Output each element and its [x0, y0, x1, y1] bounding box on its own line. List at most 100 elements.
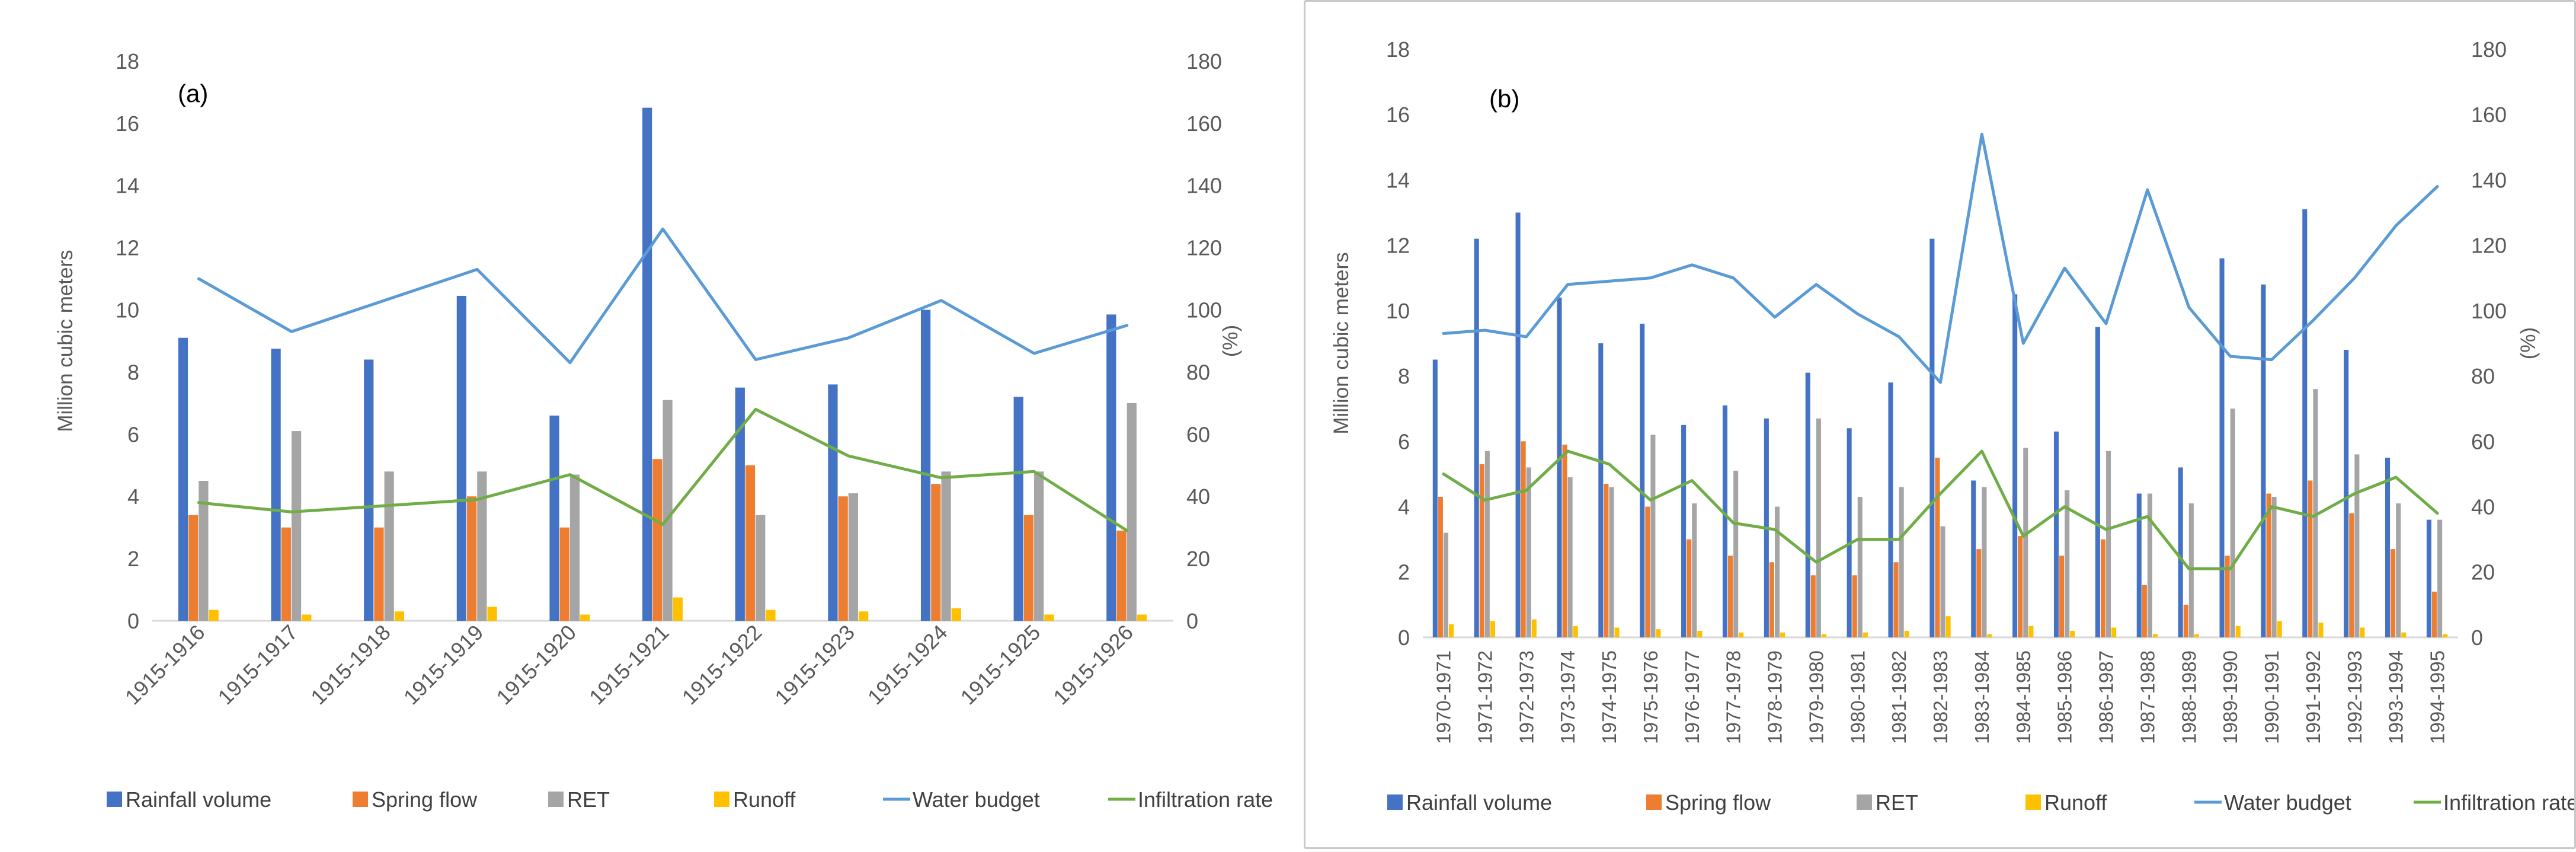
y-tick-label: 14	[116, 174, 139, 198]
bar-spring-flow	[188, 515, 199, 621]
y2-tick-label: 120	[2471, 234, 2507, 258]
bar-ret	[291, 431, 302, 621]
bar-ret	[2106, 451, 2111, 637]
bar-rainfall-volume	[2178, 467, 2183, 637]
bar-ret	[2271, 497, 2277, 637]
bar-spring-flow	[1116, 530, 1127, 621]
bar-rainfall-volume	[1805, 372, 1810, 637]
y-tick-label: 16	[116, 111, 139, 136]
y2-tick-label: 100	[1186, 298, 1222, 323]
bar-rainfall-volume	[1722, 405, 1728, 637]
legend-label: Water budget	[913, 787, 1040, 812]
bar-spring-flow	[466, 496, 477, 621]
legend-item: RET	[548, 787, 610, 812]
y-axis-title: Million cubic meters	[54, 250, 77, 432]
bar-spring-flow	[2100, 539, 2106, 637]
bar-runoff	[2070, 630, 2075, 637]
y2-tick-label: 0	[2471, 626, 2483, 650]
y2-tick-label: 160	[1186, 111, 1222, 136]
legend-swatch	[2025, 794, 2041, 810]
x-tick-label: 1978-1979	[1764, 650, 1786, 744]
bar-runoff	[2235, 626, 2241, 637]
bar-runoff	[859, 611, 869, 621]
bar-ret	[199, 481, 209, 621]
bar-runoff	[1614, 627, 1620, 637]
y2-tick-label: 60	[2471, 429, 2495, 454]
legend-swatch	[107, 792, 122, 807]
bar-spring-flow	[1604, 483, 1609, 637]
bar-spring-flow	[931, 484, 941, 621]
bar-rainfall-volume	[1432, 359, 1438, 637]
bar-runoff	[209, 610, 219, 621]
y-tick-label: 10	[116, 298, 139, 323]
bar-runoff	[1987, 634, 1992, 637]
x-tick-label: 1976-1977	[1681, 650, 1703, 744]
y2-tick-label: 60	[1186, 422, 1210, 446]
x-tick-label: 1982-1983	[1929, 650, 1951, 744]
legend-label: Spring flow	[1665, 790, 1771, 815]
bar-spring-flow	[1645, 506, 1650, 637]
bar-ret	[2023, 448, 2028, 637]
bar-spring-flow	[652, 459, 663, 621]
bar-spring-flow	[2391, 549, 2396, 637]
legend-item: Runoff	[714, 787, 796, 812]
x-tick-label: 1992-1993	[2344, 650, 2366, 744]
bar-runoff	[766, 610, 776, 621]
legend-swatch	[714, 792, 729, 807]
legend-label: Runoff	[733, 787, 796, 812]
x-tick-label: 1991-1992	[2302, 650, 2324, 744]
bar-ret	[1443, 532, 1449, 637]
x-tick-label: 1986-1987	[2095, 650, 2117, 744]
y-tick-label: 8	[127, 360, 139, 384]
x-tick-label: 1915-1920	[491, 620, 581, 710]
combo-chart-a: 024681012141618020406080100120140160180M…	[54, 49, 1273, 812]
bar-spring-flow	[559, 527, 569, 621]
bar-rainfall-volume	[1598, 343, 1604, 637]
legend-label: RET	[1876, 790, 1918, 815]
bar-ret	[2437, 519, 2443, 637]
bar-ret	[663, 400, 673, 621]
y-tick-label: 18	[116, 49, 139, 74]
x-tick-label: 1985-1986	[2054, 650, 2076, 744]
bar-runoff	[1656, 629, 1661, 637]
x-tick-label: 1970-1971	[1432, 650, 1454, 744]
bar-rainfall-volume	[364, 359, 374, 621]
bar-rainfall-volume	[1929, 238, 1935, 638]
y2-axis-title: (%)	[2517, 327, 2540, 359]
bar-spring-flow	[2142, 585, 2147, 637]
y2-axis-title: (%)	[1219, 325, 1242, 357]
bar-runoff	[951, 608, 961, 621]
bar-runoff	[2152, 634, 2158, 637]
y2-tick-label: 20	[1186, 547, 1210, 571]
bar-ret	[569, 474, 580, 621]
bar-rainfall-volume	[178, 337, 188, 621]
bar-spring-flow	[2183, 604, 2188, 637]
bar-ret	[1733, 470, 1739, 637]
bar-ret	[2065, 490, 2070, 637]
bar-ret	[1692, 503, 1697, 637]
y-tick-label: 16	[1386, 103, 1410, 127]
legend-label: Water budget	[2224, 790, 2351, 815]
x-tick-label: 1981-1982	[1888, 650, 1910, 744]
legend-item: RET	[1857, 790, 1918, 815]
bar-rainfall-volume	[2095, 327, 2100, 637]
bar-spring-flow	[1687, 539, 1692, 637]
bar-ret	[848, 493, 859, 621]
bar-spring-flow	[2308, 480, 2313, 637]
bar-ret	[941, 471, 951, 621]
bar-spring-flow	[2225, 556, 2230, 637]
y-tick-label: 0	[127, 609, 139, 633]
bar-spring-flow	[838, 496, 848, 621]
x-tick-label: 1994-1995	[2427, 650, 2449, 744]
legend-swatch	[1857, 794, 1872, 810]
legend-label: Spring flow	[372, 787, 478, 812]
bar-ret	[1857, 497, 1863, 637]
bar-rainfall-volume	[271, 349, 281, 621]
bar-runoff	[2277, 621, 2282, 637]
bar-runoff	[580, 614, 590, 621]
bar-runoff	[1697, 630, 1703, 637]
bar-ret	[2147, 493, 2152, 637]
bar-rainfall-volume	[2261, 284, 2266, 637]
bar-rainfall-volume	[735, 387, 745, 621]
y2-tick-label: 160	[2471, 103, 2507, 127]
